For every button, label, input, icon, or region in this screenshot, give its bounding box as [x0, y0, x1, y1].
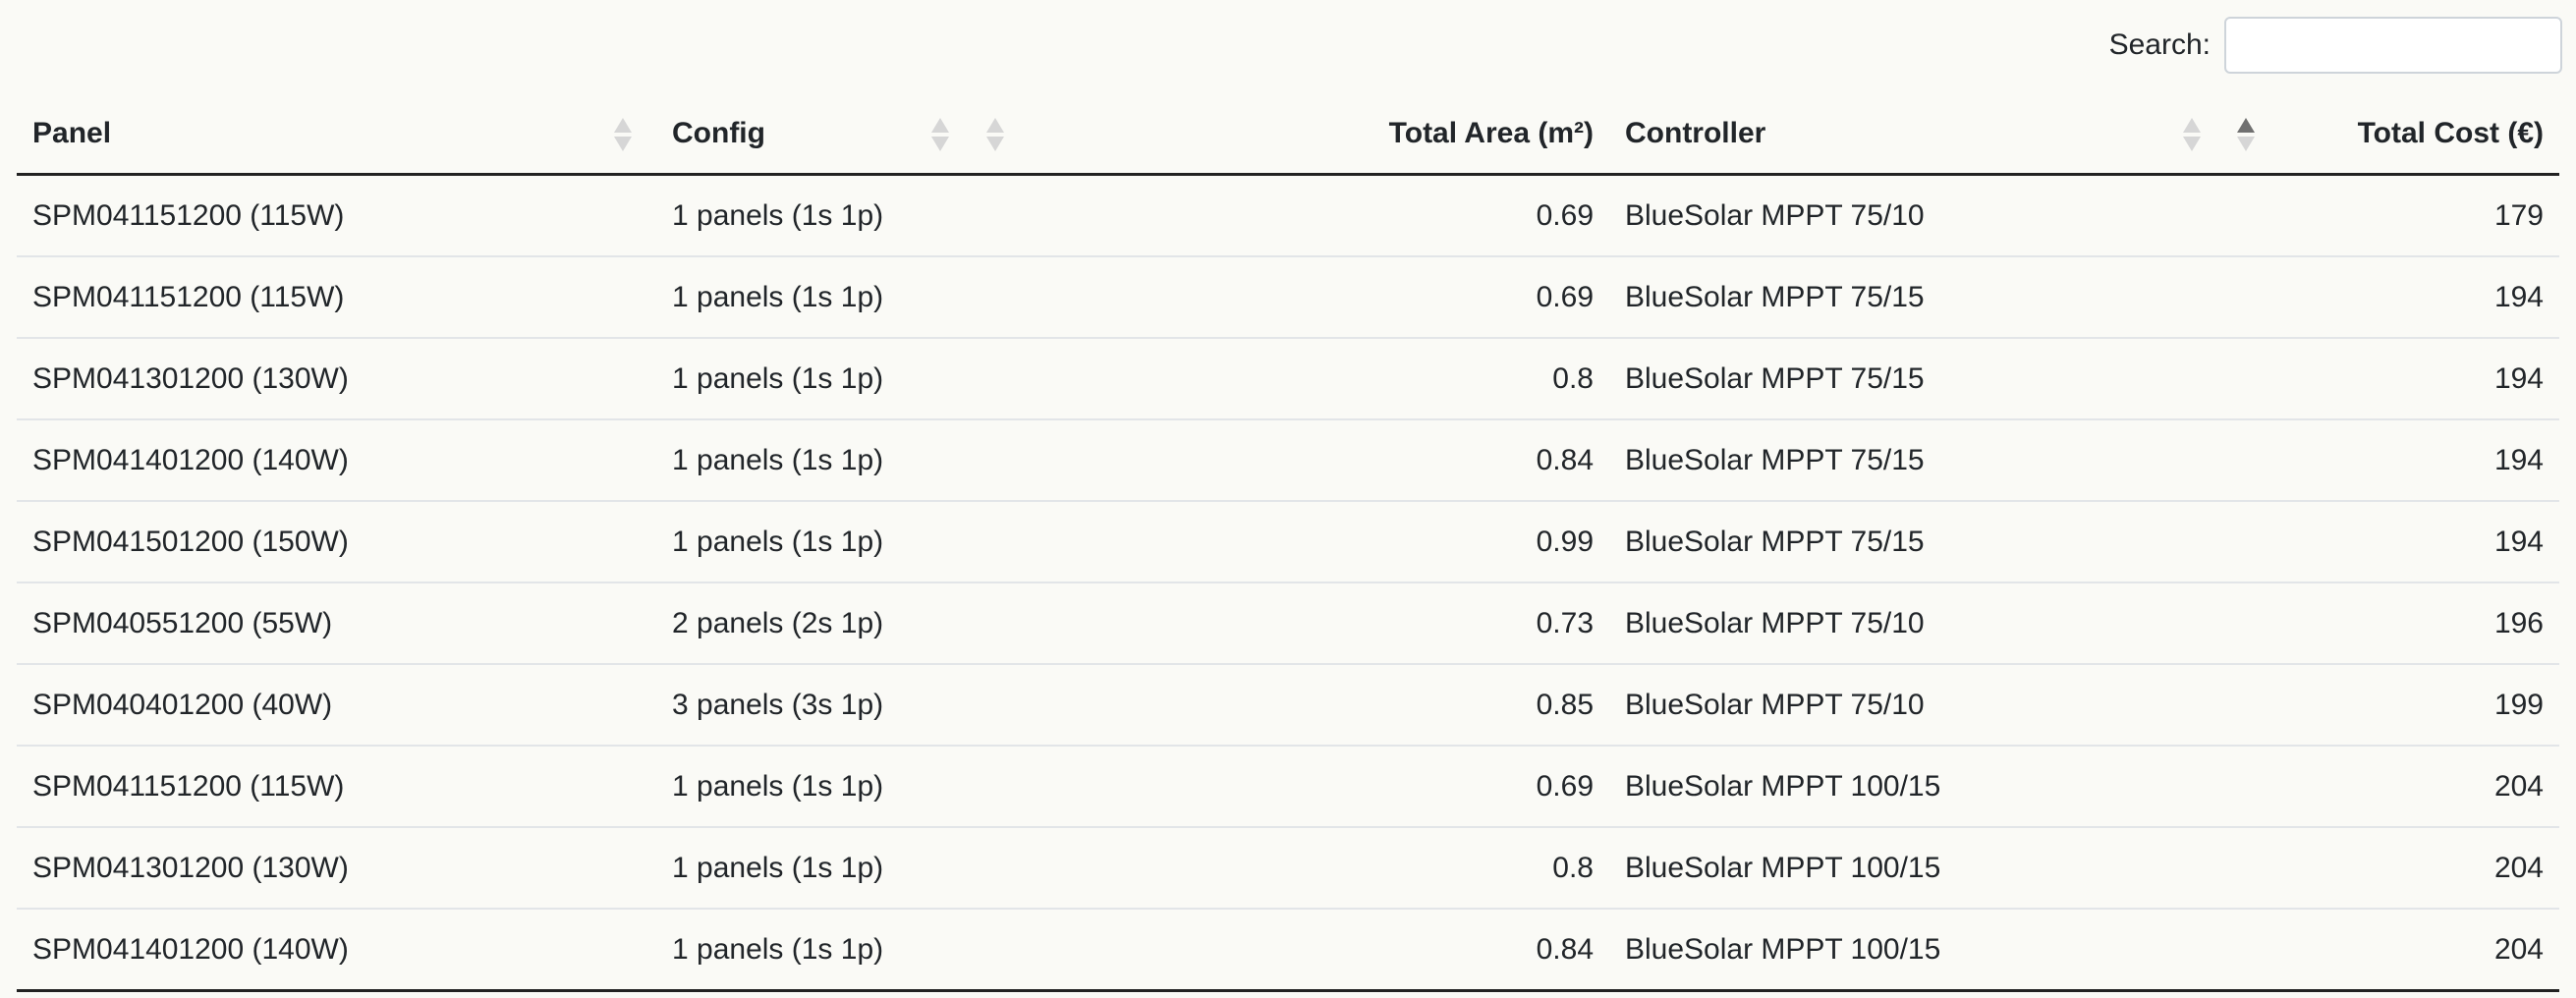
cell-total-cost: 194 — [2218, 501, 2559, 583]
search-input[interactable] — [2224, 17, 2562, 74]
column-header-controller[interactable]: Controller — [1609, 94, 2218, 176]
cell-total-area: 0.73 — [1030, 582, 1609, 665]
cell-total-cost: 204 — [2218, 827, 2559, 910]
table-row: SPM041151200 (115W) 1 panels (1s 1p) 0.69 B… — [17, 746, 2559, 828]
cell-config: 1 panels (1s 1p) — [656, 174, 1030, 257]
cell-controller: BlueSolar MPPT 75/10 — [1609, 664, 2218, 747]
cell-config: 1 panels (1s 1p) — [656, 827, 1030, 910]
cell-total-cost: 199 — [2218, 664, 2559, 747]
cell-config: 1 panels (1s 1p) — [656, 909, 1030, 992]
results-table: Panel Config Total Area (m²) Controller … — [17, 94, 2559, 992]
search-label: Search: — [2108, 28, 2211, 61]
sort-icon[interactable] — [931, 118, 949, 153]
cell-total-cost: 196 — [2218, 582, 2559, 665]
cell-panel: SPM041401200 (140W) — [17, 909, 656, 992]
cell-total-cost: 194 — [2218, 338, 2559, 420]
cell-config: 1 panels (1s 1p) — [656, 419, 1030, 502]
cell-controller: BlueSolar MPPT 75/10 — [1609, 174, 2218, 257]
cell-controller: BlueSolar MPPT 100/15 — [1609, 909, 2218, 992]
cell-controller: BlueSolar MPPT 75/10 — [1609, 582, 2218, 665]
cell-total-cost: 194 — [2218, 256, 2559, 339]
table-row: SPM041401200 (140W) 1 panels (1s 1p) 0.84 B… — [17, 419, 2559, 502]
cell-config: 1 panels (1s 1p) — [656, 501, 1030, 583]
cell-panel: SPM041301200 (130W) — [17, 338, 656, 420]
sort-icon[interactable] — [986, 118, 1004, 153]
table-row: SPM041301200 (130W) 1 panels (1s 1p) 0.8 Bl… — [17, 827, 2559, 910]
table-row: SPM040551200 (55W) 2 panels (2s 1p) 0.73 Bl… — [17, 582, 2559, 665]
cell-config: 3 panels (3s 1p) — [656, 664, 1030, 747]
column-header-panel[interactable]: Panel — [17, 94, 656, 176]
cell-total-cost: 204 — [2218, 909, 2559, 992]
cell-config: 1 panels (1s 1p) — [656, 338, 1030, 420]
cell-total-area: 0.8 — [1030, 827, 1609, 910]
cell-config: 2 panels (2s 1p) — [656, 582, 1030, 665]
cell-panel: SPM041151200 (115W) — [17, 746, 656, 828]
cell-total-area: 0.69 — [1030, 746, 1609, 828]
cell-total-cost: 179 — [2218, 174, 2559, 257]
table-row: SPM041501200 (150W) 1 panels (1s 1p) 0.99 B… — [17, 501, 2559, 583]
table-row: SPM040401200 (40W) 3 panels (3s 1p) 0.85 Bl… — [17, 664, 2559, 747]
cell-controller: BlueSolar MPPT 75/15 — [1609, 501, 2218, 583]
cell-controller: BlueSolar MPPT 100/15 — [1609, 827, 2218, 910]
cell-total-cost: 204 — [2218, 746, 2559, 828]
search-box: Search: — [2109, 17, 2562, 74]
cell-total-area: 0.8 — [1030, 338, 1609, 420]
cell-controller: BlueSolar MPPT 75/15 — [1609, 419, 2218, 502]
column-header-total-cost[interactable]: Total Cost (€) — [2218, 94, 2559, 176]
cell-total-area: 0.85 — [1030, 664, 1609, 747]
table-row: SPM041301200 (130W) 1 panels (1s 1p) 0.8 Bl… — [17, 338, 2559, 420]
cell-config: 1 panels (1s 1p) — [656, 746, 1030, 828]
cell-controller: BlueSolar MPPT 75/15 — [1609, 256, 2218, 339]
table-row: SPM041401200 (140W) 1 panels (1s 1p) 0.84 B… — [17, 909, 2559, 992]
cell-panel: SPM041151200 (115W) — [17, 256, 656, 339]
column-header-config[interactable]: Config — [656, 94, 1030, 176]
cell-total-area: 0.84 — [1030, 419, 1609, 502]
cell-total-cost: 194 — [2218, 419, 2559, 502]
sort-ascending-icon[interactable] — [2237, 118, 2255, 153]
cell-panel: SPM041501200 (150W) — [17, 501, 656, 583]
table-row: SPM041151200 (115W) 1 panels (1s 1p) 0.69 B… — [17, 256, 2559, 339]
sort-icon[interactable] — [2183, 118, 2201, 153]
cell-panel: SPM041151200 (115W) — [17, 174, 656, 257]
cell-config: 1 panels (1s 1p) — [656, 256, 1030, 339]
cell-total-area: 0.99 — [1030, 501, 1609, 583]
cell-controller: BlueSolar MPPT 75/15 — [1609, 338, 2218, 420]
cell-panel: SPM041401200 (140W) — [17, 419, 656, 502]
header-row: Panel Config Total Area (m²) Controller … — [17, 94, 2559, 176]
cell-total-area: 0.84 — [1030, 909, 1609, 992]
column-header-total-area[interactable]: Total Area (m²) — [1030, 94, 1609, 176]
cell-total-area: 0.69 — [1030, 174, 1609, 257]
cell-panel: SPM040401200 (40W) — [17, 664, 656, 747]
cell-panel: SPM040551200 (55W) — [17, 582, 656, 665]
cell-panel: SPM041301200 (130W) — [17, 827, 656, 910]
table-row: SPM041151200 (115W) 1 panels (1s 1p) 0.69 B… — [17, 174, 2559, 257]
cell-controller: BlueSolar MPPT 100/15 — [1609, 746, 2218, 828]
cell-total-area: 0.69 — [1030, 256, 1609, 339]
sort-icon[interactable] — [614, 118, 632, 153]
